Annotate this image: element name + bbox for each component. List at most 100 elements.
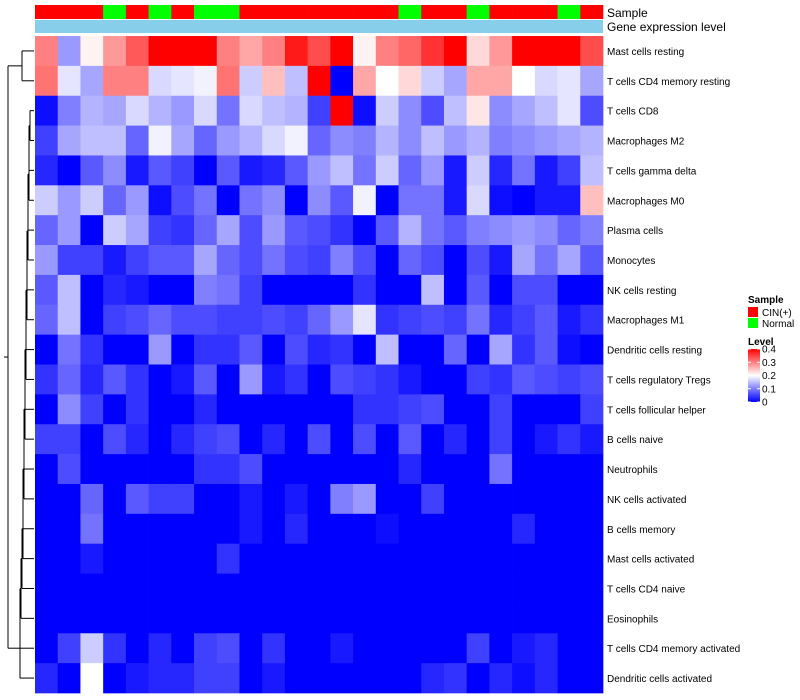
heatmap-cell: [443, 274, 468, 306]
heatmap-cell: [239, 454, 263, 485]
sample-annotation-cell: [443, 5, 467, 19]
heatmap-cell: [534, 603, 558, 634]
heatmap-cell: [103, 125, 127, 156]
legend-cin-label: CIN(+): [762, 308, 792, 319]
heatmap-cell: [330, 215, 354, 246]
heatmap-cell: [307, 454, 331, 485]
heatmap-cell: [330, 364, 354, 395]
heatmap-cell: [353, 483, 377, 515]
heatmap-cell: [216, 36, 240, 67]
heatmap-cell: [580, 155, 604, 186]
row-label: Macrophages M1: [607, 316, 685, 327]
sample-annotation-cell: [194, 5, 218, 19]
heatmap-cell: [35, 334, 59, 365]
heatmap-cell: [284, 36, 308, 67]
heatmap-cell: [35, 603, 59, 634]
heatmap-cell: [125, 215, 149, 246]
heatmap-cell: [239, 274, 263, 306]
heatmap-cell: [239, 65, 263, 97]
heatmap-cell: [534, 334, 558, 365]
heatmap-cell: [307, 394, 331, 425]
heatmap-cell: [80, 245, 104, 276]
heatmap-cell: [375, 274, 399, 306]
heatmap-cell: [239, 603, 263, 634]
heatmap-cell: [443, 513, 468, 545]
heatmap-cell: [262, 394, 286, 425]
heatmap-cell: [534, 155, 558, 186]
heatmap-cell: [375, 573, 399, 604]
heatmap-cell: [57, 36, 81, 67]
heatmap-cell: [35, 394, 59, 425]
heatmap-cell: [216, 663, 240, 694]
heatmap-cell: [216, 424, 240, 455]
heatmap-cell: [580, 304, 604, 335]
heatmap-cell: [580, 543, 604, 574]
heatmap-cell: [80, 65, 104, 97]
heatmap-cell: [307, 424, 331, 455]
heatmap-cell: [512, 603, 536, 634]
heatmap-cell: [262, 573, 286, 604]
heatmap-cell: [239, 633, 263, 664]
heatmap-cell: [103, 633, 127, 664]
heatmap-cell: [284, 513, 308, 545]
heatmap-cell: [466, 304, 490, 335]
heatmap-cell: [103, 663, 127, 694]
heatmap-cell: [443, 125, 468, 156]
heatmap-cell: [171, 215, 195, 246]
heatmap-cell: [103, 573, 127, 604]
heatmap-cell: [466, 334, 490, 365]
heatmap-cell: [375, 543, 399, 574]
heatmap-cell: [80, 543, 104, 574]
heatmap-cell: [421, 364, 445, 395]
heatmap-cell: [171, 125, 195, 156]
heatmap-cell: [216, 513, 240, 545]
heatmap-cell: [171, 155, 195, 186]
heatmap-cell: [103, 36, 127, 67]
heatmap-cell: [489, 364, 513, 395]
heatmap-cell: [35, 454, 59, 485]
heatmap-cell: [262, 603, 286, 634]
heatmap-cell: [330, 394, 354, 425]
heatmap-cell: [35, 65, 59, 97]
heatmap-cell: [466, 245, 490, 276]
heatmap-cell: [194, 424, 218, 455]
heatmap-cell: [239, 125, 263, 156]
heatmap-cell: [353, 513, 377, 545]
heatmap-cell: [216, 334, 240, 365]
sample-annotation-cell: [171, 5, 195, 19]
row-labels: Mast cells resting T cells CD4 memory res…: [607, 47, 740, 685]
heatmap-cell: [375, 65, 399, 97]
heatmap-cell: [557, 394, 581, 425]
heatmap-cell: [216, 573, 240, 604]
heatmap-cell: [216, 274, 240, 306]
heatmap-cell: [262, 513, 286, 545]
heatmap-cell: [534, 663, 558, 694]
heatmap-cell: [35, 513, 59, 545]
sample-annotation-cell: [421, 5, 445, 19]
heatmap-cell: [421, 334, 445, 365]
heatmap-cell: [443, 36, 468, 67]
heatmap-cell: [580, 424, 604, 455]
heatmap-cell: [353, 364, 377, 395]
heatmap-cell: [148, 36, 172, 67]
heatmap-cell: [103, 185, 127, 216]
heatmap-cell: [398, 125, 422, 156]
heatmap-cell: [284, 215, 308, 246]
legend-tick-label: 0.3: [762, 358, 776, 369]
heatmap-cell: [443, 364, 468, 395]
heatmap-cell: [421, 185, 445, 216]
heatmap-cell: [557, 543, 581, 574]
heatmap-cell: [421, 543, 445, 574]
heatmap-cell: [57, 663, 81, 694]
heatmap-cell: [103, 424, 127, 455]
heatmap-cell: [534, 513, 558, 545]
row-label: Plasma cells: [607, 226, 663, 237]
heatmap-cell: [148, 215, 172, 246]
heatmap-cell: [80, 304, 104, 335]
heatmap-cell: [103, 95, 127, 126]
heatmap-cell: [421, 95, 445, 126]
heatmap-cell: [216, 95, 240, 126]
heatmap-cell: [80, 424, 104, 455]
row-label: T cells CD8: [607, 107, 659, 118]
heatmap-cell: [330, 603, 354, 634]
